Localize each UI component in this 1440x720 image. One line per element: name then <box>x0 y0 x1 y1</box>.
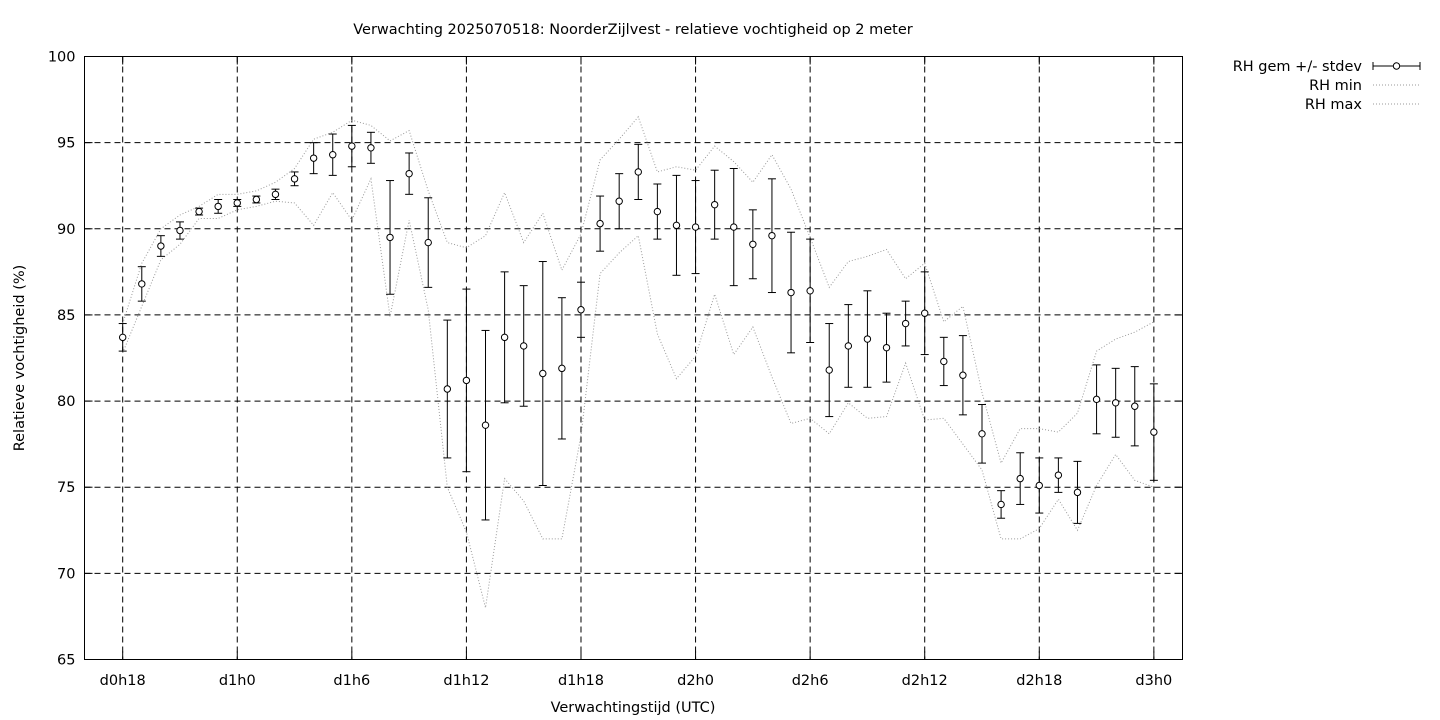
x-tick-label: d3h0 <box>1135 673 1172 689</box>
data-point <box>138 280 146 288</box>
series-rh-min <box>122 177 1155 608</box>
data-point <box>481 421 490 429</box>
plot-frame <box>84 56 1183 660</box>
series-rh-max <box>122 115 1155 465</box>
data-point <box>921 309 929 317</box>
data-point <box>615 197 623 205</box>
data-point <box>730 223 738 231</box>
y-tick-label: 75 <box>57 480 75 496</box>
data-point <box>348 142 356 150</box>
y-axis: 65 70 75 80 85 90 95 100 <box>48 50 1183 669</box>
data-point <box>309 154 318 162</box>
data-point <box>405 169 413 178</box>
gridlines <box>84 56 1183 660</box>
data-point <box>1150 428 1158 436</box>
data-point <box>539 369 547 378</box>
data-point <box>195 207 203 216</box>
data-point <box>233 199 241 207</box>
data-point <box>844 342 853 350</box>
data-point <box>806 287 814 295</box>
x-tick-label: d1h18 <box>558 673 604 689</box>
data-point <box>997 500 1005 509</box>
data-point <box>520 342 528 350</box>
data-point <box>901 319 910 328</box>
data-point <box>1054 471 1063 479</box>
legend-label: RH min <box>1309 78 1362 94</box>
data-point <box>252 195 261 204</box>
x-axis-label: Verwachtingstijd (UTC) <box>551 700 716 716</box>
y-tick-label: 90 <box>57 222 75 238</box>
chart-title: Verwachting 2025070518: NoorderZijlvest … <box>353 22 913 38</box>
legend: RH gem +/- stdev RH min RH max <box>1233 59 1421 113</box>
data-point <box>882 343 891 352</box>
x-tick-label: d2h6 <box>792 673 829 689</box>
y-tick-label: 70 <box>57 566 75 582</box>
data-point <box>443 385 452 393</box>
data-point <box>1092 395 1101 404</box>
rh-min-line <box>122 177 1155 608</box>
data-point <box>424 238 432 247</box>
x-axis: d0h18 d1h0 d1h6 d1h12 d1h18 d2h0 d2h6 d2h12 d2h1… <box>100 56 1172 689</box>
x-tick-label: d1h0 <box>219 673 256 689</box>
data-point <box>214 202 222 211</box>
data-point <box>500 333 509 342</box>
data-point <box>959 371 967 379</box>
data-point <box>1016 474 1024 483</box>
data-point <box>940 357 948 366</box>
data-point <box>653 207 662 216</box>
data-point <box>118 333 127 342</box>
x-tick-label: d1h12 <box>443 673 489 689</box>
data-point <box>329 151 337 159</box>
data-point <box>1073 488 1082 497</box>
rh-max-line <box>122 115 1155 465</box>
x-tick-label: d2h0 <box>677 673 714 689</box>
data-point <box>710 200 719 209</box>
legend-label: RH gem +/- stdev <box>1233 59 1363 75</box>
y-tick-label: 65 <box>57 653 75 669</box>
legend-label: RH max <box>1305 97 1363 113</box>
data-point <box>596 219 604 228</box>
data-point <box>1111 399 1120 407</box>
series-rh-mean <box>118 124 1158 524</box>
legend-swatch-point <box>1392 62 1401 70</box>
data-point <box>768 231 776 240</box>
y-tick-label: 80 <box>57 394 75 410</box>
data-point <box>1131 402 1139 410</box>
data-point <box>558 364 566 373</box>
data-point <box>271 190 280 199</box>
data-point <box>863 335 872 343</box>
data-point <box>691 223 700 231</box>
x-tick-label: d1h6 <box>333 673 370 689</box>
y-tick-label: 100 <box>48 50 76 66</box>
data-point <box>978 430 986 438</box>
y-tick-label: 85 <box>57 308 75 324</box>
data-point <box>672 221 681 230</box>
x-tick-label: d2h18 <box>1016 673 1062 689</box>
data-point <box>825 366 833 374</box>
data-point <box>787 288 795 297</box>
data-point <box>577 306 585 314</box>
data-point <box>290 175 299 183</box>
data-point <box>1035 481 1043 490</box>
data-point <box>367 144 375 152</box>
y-axis-label: Relatieve vochtigheid (%) <box>12 265 28 452</box>
data-point <box>749 240 757 248</box>
data-point <box>157 242 165 250</box>
data-point <box>176 226 184 235</box>
data-point <box>634 168 642 176</box>
x-tick-label: d2h12 <box>902 673 948 689</box>
x-tick-label: d0h18 <box>100 673 146 689</box>
data-point <box>462 376 471 385</box>
y-tick-label: 95 <box>57 136 75 152</box>
data-point <box>386 233 394 242</box>
